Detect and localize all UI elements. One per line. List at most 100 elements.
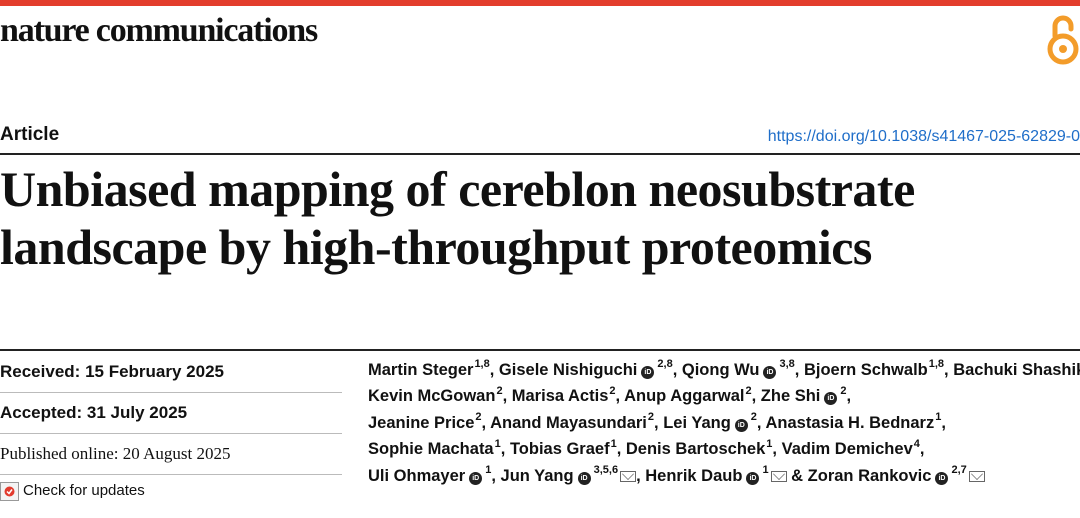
author-affiliation: 1: [762, 464, 769, 476]
orcid-icon[interactable]: iD: [577, 471, 591, 485]
author-affiliation: 2: [745, 384, 752, 397]
author-affiliation: 2: [609, 384, 616, 397]
header-rule: [0, 153, 1080, 155]
author-separator: ,: [944, 360, 949, 379]
author[interactable]: Bjoern Schwalb1,8,: [803, 358, 949, 379]
author-line: Jeanine Price2, Anand Mayasundari2, Lei …: [368, 405, 1080, 432]
author-separator: ,: [489, 360, 495, 379]
orcid-icon[interactable]: iD: [641, 365, 655, 379]
journal-name[interactable]: nature communications: [0, 12, 318, 49]
author-affiliation: 1: [485, 464, 492, 476]
author-affiliation: 2: [647, 411, 655, 423]
author[interactable]: Marisa Actis2,: [512, 384, 620, 406]
author-separator: ,: [481, 413, 487, 432]
author-name: Bjoern Schwalb: [803, 360, 928, 379]
author-affiliation: 3,5,6: [593, 464, 619, 476]
title-line: Unbiased mapping of cereblon neosubstrat…: [0, 161, 915, 217]
author-affiliation: 2,8: [657, 358, 673, 370]
journal-top-bar: [0, 0, 1080, 6]
author-affiliation: 2: [496, 384, 503, 397]
author-name: Kevin McGowan: [368, 387, 496, 405]
author-affiliation: 1: [935, 411, 942, 423]
author[interactable]: Anand Mayasundari2,: [490, 411, 659, 432]
article-title: Unbiased mapping of cereblon neosubstrat…: [0, 160, 1080, 276]
author-name: Zoran Rankovic: [807, 466, 932, 485]
author-name: Tobias Graef: [509, 440, 610, 458]
author-name: Sophie Machata: [368, 440, 494, 458]
author[interactable]: Jun Yang iD3,5,6,: [500, 464, 641, 485]
check-for-updates-label: Check for updates: [23, 482, 145, 499]
email-icon[interactable]: [770, 470, 787, 482]
author-separator: ,: [941, 413, 946, 432]
author-separator: ,: [772, 440, 777, 458]
author-affiliation: 2,7: [951, 464, 967, 476]
article-type: Article: [0, 124, 60, 145]
accepted-date: Accepted: 31 July 2025: [0, 393, 342, 434]
author[interactable]: Zoran Rankovic iD2,7: [807, 464, 985, 485]
author-affiliation: 1,8: [928, 358, 945, 370]
author-name: Martin Steger: [368, 360, 474, 379]
author[interactable]: Anup Aggarwal2,: [624, 384, 757, 406]
orcid-icon[interactable]: iD: [935, 471, 949, 485]
orcid-icon[interactable]: iD: [469, 471, 483, 485]
author-affiliation: 1: [610, 437, 617, 450]
author-separator: ,: [672, 360, 678, 379]
author-name: Denis Bartoschek: [625, 440, 766, 458]
author-affiliation: 2: [475, 411, 482, 423]
author-separator: ,: [919, 440, 925, 458]
author-line: Uli Ohmayer iD1, Jun Yang iD3,5,6, Henrik …: [368, 458, 1080, 485]
author[interactable]: Gisele Nishiguchi iD2,8,: [499, 358, 678, 379]
author-line: Martin Steger1,8, Gisele Nishiguchi iD2,8…: [368, 352, 1080, 379]
author-name: Qiong Wu: [681, 360, 760, 379]
author-line: Kevin McGowan2, Marisa Actis2, Anup Agga…: [368, 379, 1080, 406]
author[interactable]: Bachuki Shashikadze1,: [953, 361, 1080, 379]
author-name: Jun Yang: [500, 466, 574, 485]
check-for-updates-button[interactable]: Check for updates: [0, 475, 342, 518]
email-icon[interactable]: [620, 470, 637, 482]
article-dates: Received: 15 February 2025 Accepted: 31 …: [0, 352, 342, 518]
doi-link[interactable]: https://doi.org/10.1038/s41467-025-62829…: [767, 128, 1080, 145]
author-list: Martin Steger1,8, Gisele Nishiguchi iD2,8…: [368, 352, 1080, 485]
orcid-icon[interactable]: iD: [746, 471, 760, 485]
orcid-icon[interactable]: iD: [763, 365, 777, 379]
author[interactable]: Kevin McGowan2,: [368, 384, 508, 406]
author[interactable]: Lei Yang iD2,: [663, 411, 762, 432]
open-access-lock-icon: [1047, 15, 1079, 65]
received-date: Received: 15 February 2025: [0, 352, 342, 393]
author[interactable]: Zhe Shi iD2,: [760, 384, 852, 405]
author[interactable]: Henrik Daub iD1 &: [645, 464, 803, 485]
author-name: Zhe Shi: [760, 387, 821, 405]
author-separator: ,: [636, 466, 641, 485]
author-name: Henrik Daub: [645, 466, 743, 485]
orcid-icon[interactable]: iD: [824, 392, 838, 405]
author[interactable]: Tobias Graef1,: [509, 437, 621, 459]
author[interactable]: Denis Bartoschek1,: [625, 438, 777, 459]
author-name: Vadim Demichev: [781, 440, 913, 458]
author-separator: ,: [654, 413, 659, 432]
orcid-icon[interactable]: iD: [734, 418, 748, 432]
author[interactable]: Anastasia H. Bednarz1,: [765, 411, 946, 432]
author-separator: ,: [500, 440, 506, 458]
author-affiliation: 2: [840, 384, 847, 397]
author-separator: ,: [756, 413, 762, 432]
author-separator: ,: [794, 360, 800, 379]
author[interactable]: Qiong Wu iD3,8,: [681, 358, 800, 379]
title-line: landscape by high-throughput proteomics: [0, 219, 872, 275]
author-affiliation: 4: [913, 437, 920, 450]
author-line: Sophie Machata1, Tobias Graef1, Denis Ba…: [368, 432, 1080, 459]
author-separator: ,: [846, 387, 852, 405]
author[interactable]: Jeanine Price2,: [368, 411, 487, 432]
author[interactable]: Uli Ohmayer iD1,: [368, 464, 496, 485]
author-affiliation: 1,8: [474, 358, 490, 370]
author[interactable]: Martin Steger1,8,: [368, 358, 495, 379]
author-separator: ,: [751, 387, 757, 405]
email-icon[interactable]: [968, 470, 985, 482]
author-affiliation: 2: [750, 411, 757, 423]
author-separator: ,: [502, 387, 508, 405]
meta-rule: [0, 349, 1080, 351]
author[interactable]: Sophie Machata1,: [368, 438, 506, 459]
author-separator: ,: [491, 466, 496, 485]
author-name: Bachuki Shashikadze: [953, 360, 1080, 379]
author[interactable]: Vadim Demichev4,: [781, 437, 925, 459]
author-affiliation: 3,8: [779, 358, 795, 370]
